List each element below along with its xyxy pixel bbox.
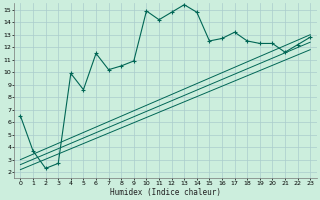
X-axis label: Humidex (Indice chaleur): Humidex (Indice chaleur)	[110, 188, 221, 197]
